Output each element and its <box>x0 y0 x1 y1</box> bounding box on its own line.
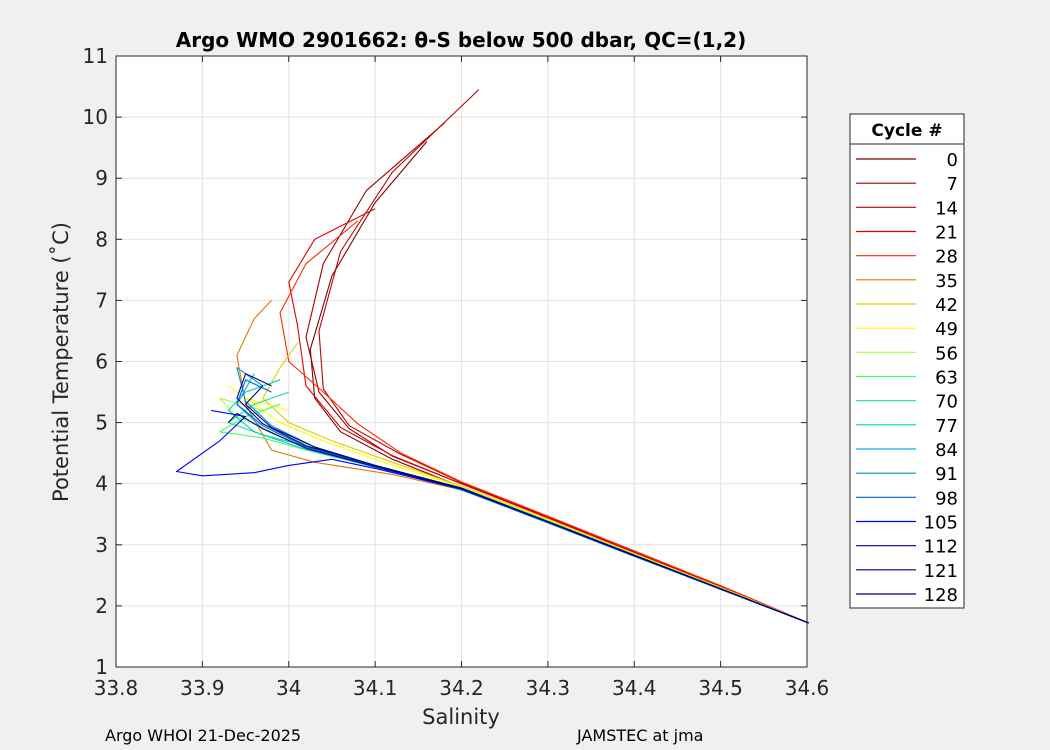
x-axis-label: Salinity <box>422 705 500 729</box>
x-tick-label: 34.1 <box>353 676 398 700</box>
legend-label: 0 <box>947 150 958 171</box>
legend-label: 84 <box>935 440 958 461</box>
y-tick-label: 4 <box>95 472 108 496</box>
legend-label: 42 <box>935 295 958 316</box>
legend-label: 14 <box>935 198 958 219</box>
footer-left: Argo WHOI 21-Dec-2025 <box>105 726 302 745</box>
y-tick-label: 8 <box>95 227 108 251</box>
series-line-cycle-49 <box>227 385 809 624</box>
y-tick-label: 3 <box>95 533 108 557</box>
y-tick-label: 11 <box>83 44 108 68</box>
legend-label: 98 <box>935 488 958 509</box>
x-tick-label: 34 <box>276 676 301 700</box>
legend-label: 63 <box>935 368 958 389</box>
legend-box <box>849 113 965 609</box>
legend-title: Cycle # <box>871 121 942 141</box>
y-tick-label: 5 <box>95 411 108 435</box>
y-tick-label: 1 <box>95 655 108 679</box>
footer-right: JAMSTEC at jma <box>577 726 704 745</box>
x-tick-label: 34.6 <box>785 676 830 700</box>
series-line-cycle-128 <box>227 412 809 624</box>
y-tick-label: 6 <box>95 350 108 374</box>
x-tick-label: 34.5 <box>698 676 743 700</box>
y-tick-label: 9 <box>95 166 108 190</box>
legend-label: 112 <box>924 537 958 558</box>
series-line-cycle-21 <box>288 208 809 624</box>
x-tick-label: 34.2 <box>439 676 484 700</box>
series-line-cycle-7 <box>305 122 809 624</box>
series-layer <box>175 89 809 624</box>
y-axis-label: Potential Temperature (˚C) <box>49 222 73 502</box>
legend-label: 105 <box>924 513 958 534</box>
series-line-cycle-105 <box>175 409 809 624</box>
legend-label: 49 <box>935 319 958 340</box>
x-tick-label: 34.3 <box>526 676 571 700</box>
x-tick-label: 33.8 <box>94 676 139 700</box>
chart-title: Argo WMO 2901662: θ-S below 500 dbar, QC… <box>176 28 746 52</box>
x-tick-label: 33.9 <box>180 676 225 700</box>
y-tick-label: 7 <box>95 288 108 312</box>
series-line-cycle-28 <box>279 220 809 624</box>
ticks: 33.8 33.9 34 34.1 34.2 34.3 34.4 34.5 34.6123456… <box>83 44 830 700</box>
legend-label: 70 <box>935 392 958 413</box>
y-tick-label: 2 <box>95 594 108 618</box>
legend-label: 77 <box>935 416 958 437</box>
legend-label: 7 <box>947 174 958 195</box>
legend-label: 121 <box>924 561 958 582</box>
legend: Cycle # 0 7 14 21 28 35 42 49 56 63 70 77 84 91 98 105 1… <box>849 113 965 609</box>
legend-label: 91 <box>935 464 958 485</box>
legend-label: 21 <box>935 223 958 244</box>
y-tick-label: 10 <box>83 105 108 129</box>
legend-label: 56 <box>935 343 958 364</box>
x-tick-label: 34.4 <box>612 676 657 700</box>
legend-label: 28 <box>935 247 958 268</box>
legend-label: 128 <box>924 585 958 606</box>
legend-label: 35 <box>935 271 958 292</box>
